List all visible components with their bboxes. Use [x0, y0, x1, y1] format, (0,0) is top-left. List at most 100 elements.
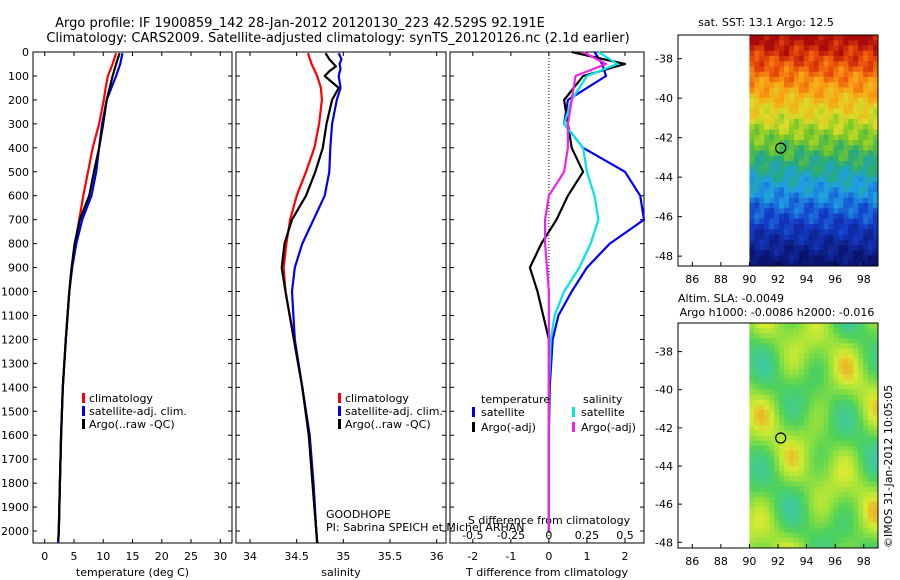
map-cell [868, 328, 874, 334]
map-cell [853, 77, 859, 83]
map-cell [833, 192, 839, 199]
map-cell [788, 404, 795, 411]
map-cell [828, 512, 834, 518]
map-cell [833, 496, 839, 503]
map-cell [853, 245, 859, 251]
map-cell [823, 213, 829, 220]
map-cell [868, 394, 874, 401]
map-cell [803, 182, 810, 188]
map-cell [863, 140, 869, 146]
map-cell [813, 129, 820, 136]
map-cell [828, 471, 834, 477]
map-cell [833, 103, 839, 109]
map-cell [833, 77, 839, 83]
map-cell [848, 491, 854, 498]
map-cell [873, 455, 879, 462]
map-cell [843, 197, 849, 204]
map-cell [808, 522, 815, 528]
map-cell [764, 245, 770, 251]
map-cell [774, 166, 780, 172]
map-cell [868, 440, 874, 447]
map-cell [828, 145, 834, 151]
map-cell [838, 481, 844, 488]
map-cell [853, 363, 859, 370]
map-cell [798, 224, 805, 230]
map-cell [818, 260, 825, 267]
map-cell [813, 542, 820, 549]
map-cell [754, 369, 760, 375]
map-cell [788, 430, 795, 436]
map-cell [813, 323, 820, 329]
map-cell [749, 486, 755, 493]
map-cell [774, 435, 780, 442]
map-cell [838, 517, 844, 523]
map-cell [754, 399, 760, 406]
map-cell [818, 527, 825, 534]
map-cell [828, 103, 834, 109]
map-cell [784, 234, 790, 241]
x-axis-label: T difference from climatology [465, 566, 628, 579]
map-field [749, 35, 879, 267]
map-cell [833, 455, 839, 462]
map-cell [843, 166, 849, 172]
map-cell [793, 399, 800, 406]
map-cell [813, 119, 820, 125]
y-tick-label: -44 [655, 171, 673, 184]
map-cell [873, 208, 879, 214]
map-cell [749, 537, 755, 544]
map-cell [759, 338, 765, 344]
map-cell [788, 415, 795, 421]
map-cell [749, 145, 755, 151]
map-cell [754, 496, 760, 503]
map-cell [754, 404, 760, 411]
map-cell [858, 255, 864, 262]
x-tick-label: 98 [857, 555, 871, 568]
map-cell [788, 56, 795, 62]
map-cell [863, 87, 869, 94]
map-cell [764, 394, 770, 401]
map-cell [754, 445, 760, 452]
map-cell [873, 50, 879, 57]
map-cell [808, 399, 815, 406]
map-cell [863, 71, 869, 78]
map-cell [779, 250, 785, 256]
map-cell [749, 124, 755, 130]
map-cell [803, 208, 810, 214]
map-cell [818, 234, 825, 241]
map-cell [818, 113, 825, 120]
map-cell [769, 187, 775, 193]
map-cell [823, 527, 829, 534]
map-cell [808, 171, 815, 178]
map-cell [853, 348, 859, 355]
map-cell [764, 425, 770, 431]
y-tick-label: 700 [8, 214, 29, 227]
map-cell [813, 77, 820, 83]
map-cell [798, 229, 805, 235]
map-cell [818, 461, 825, 467]
map-cell [798, 348, 805, 355]
map-cell [784, 213, 790, 220]
map-cell [764, 56, 770, 62]
map-cell [764, 358, 770, 365]
y-tick-label: 1100 [1, 309, 29, 322]
map-cell [759, 466, 765, 472]
map-cell [823, 98, 829, 104]
map-cell [853, 203, 859, 209]
map-cell [873, 348, 879, 355]
map-cell [853, 40, 859, 46]
map-cell [838, 92, 844, 99]
map-cell [848, 369, 854, 375]
map-cell [764, 507, 770, 513]
map-cell [868, 522, 874, 528]
map-cell [793, 532, 800, 539]
map-cell [843, 394, 849, 401]
map-cell [863, 82, 869, 88]
map-cell [838, 82, 844, 88]
map-cell [779, 197, 785, 204]
map-cell [788, 471, 795, 477]
map-cell [788, 323, 795, 329]
map-cell [843, 476, 849, 482]
map-cell [818, 171, 825, 178]
map-cell [754, 71, 760, 78]
map-cell [848, 145, 854, 151]
